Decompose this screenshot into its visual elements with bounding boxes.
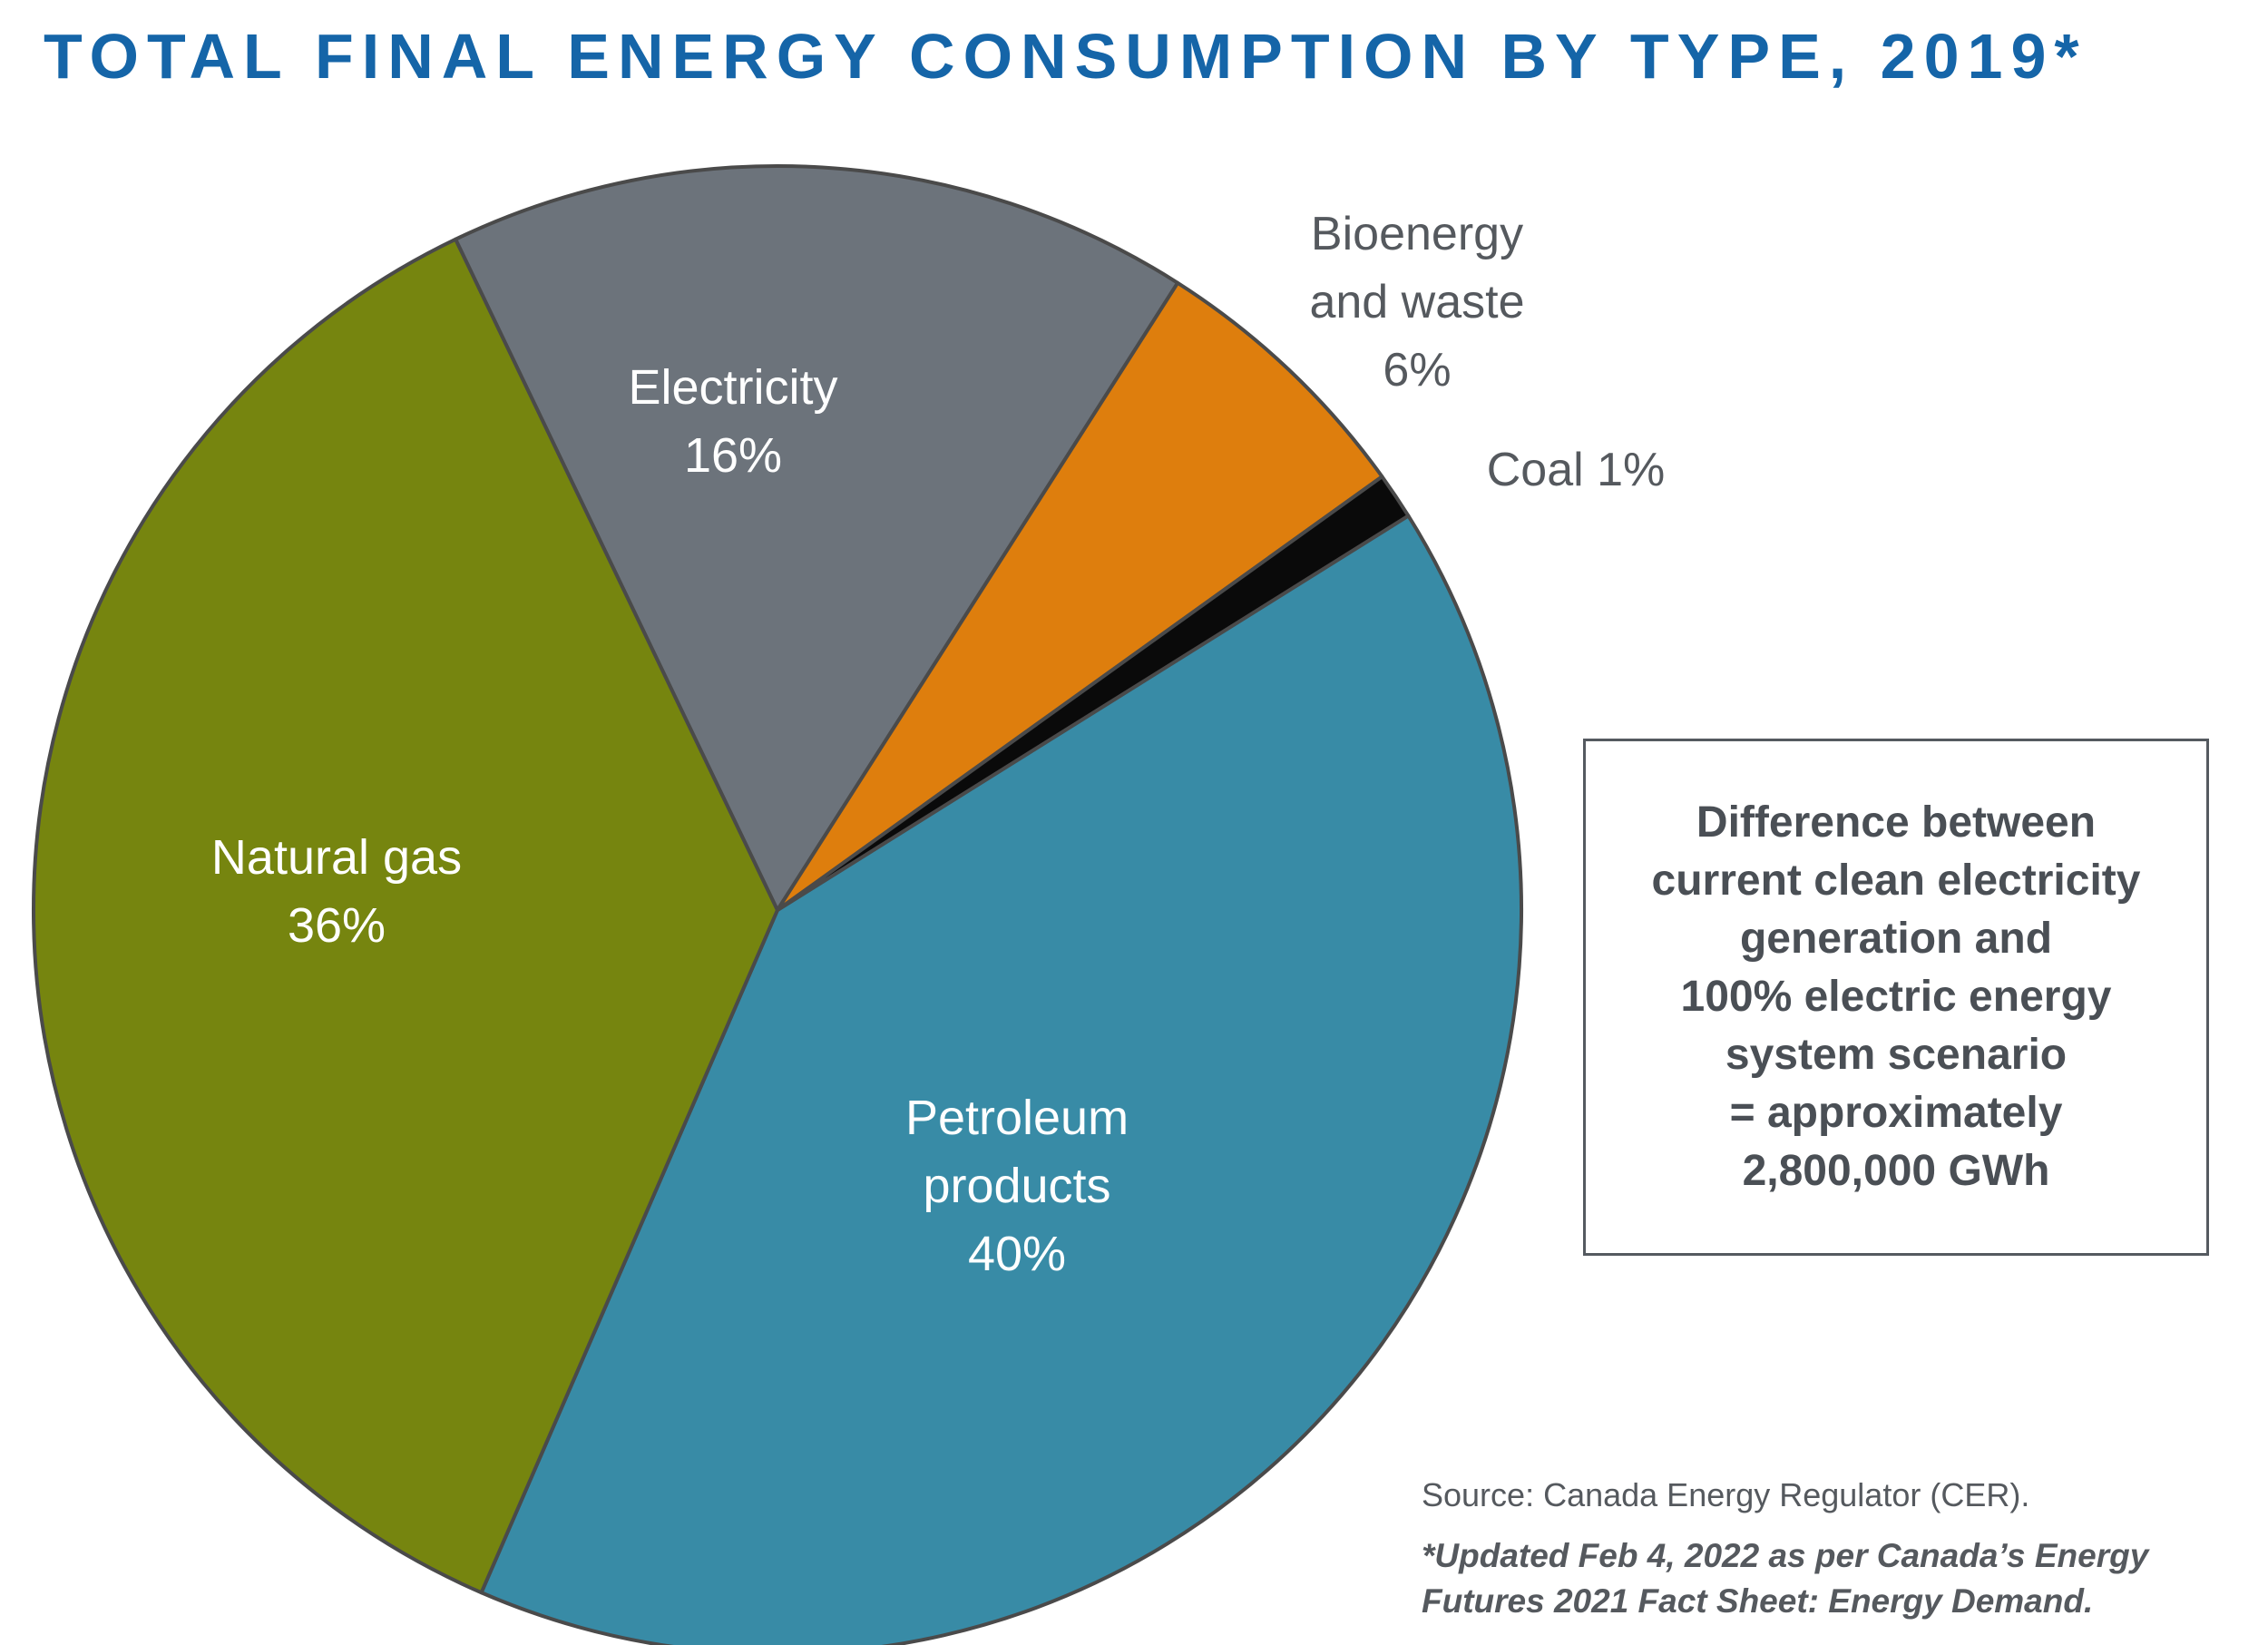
pie-slices: [32, 164, 1523, 1645]
pie-slice-1: [32, 237, 779, 1595]
slice-label-3: Bioenergy and waste 6%: [1309, 208, 1524, 397]
pie-slice-2: [454, 164, 1180, 912]
pie-slice-4: [776, 475, 1411, 912]
note-box: Difference between current clean electri…: [1583, 739, 2209, 1256]
pie-slice-0: [479, 514, 1523, 1645]
footnote-text: *Updated Feb 4, 2022 as per Canada’s Ene…: [1422, 1537, 2149, 1620]
pie-slice-3: [776, 280, 1384, 912]
slice-label-2: Electricity 16%: [628, 360, 837, 483]
slice-label-0: Petroleum products 40%: [905, 1091, 1129, 1281]
source-text: Source: Canada Energy Regulator (CER).: [1422, 1476, 2030, 1513]
pie-labels: Petroleum products 40% Natural gas 36% Electr…: [211, 208, 1665, 1281]
slice-label-4: Coal 1%: [1487, 444, 1666, 496]
note-text: Difference between current clean electri…: [1651, 798, 2141, 1195]
slice-label-1: Natural gas 36%: [211, 830, 462, 953]
chart-title: TOTAL FINAL ENERGY CONSUMPTION BY TYPE, …: [44, 21, 2087, 92]
